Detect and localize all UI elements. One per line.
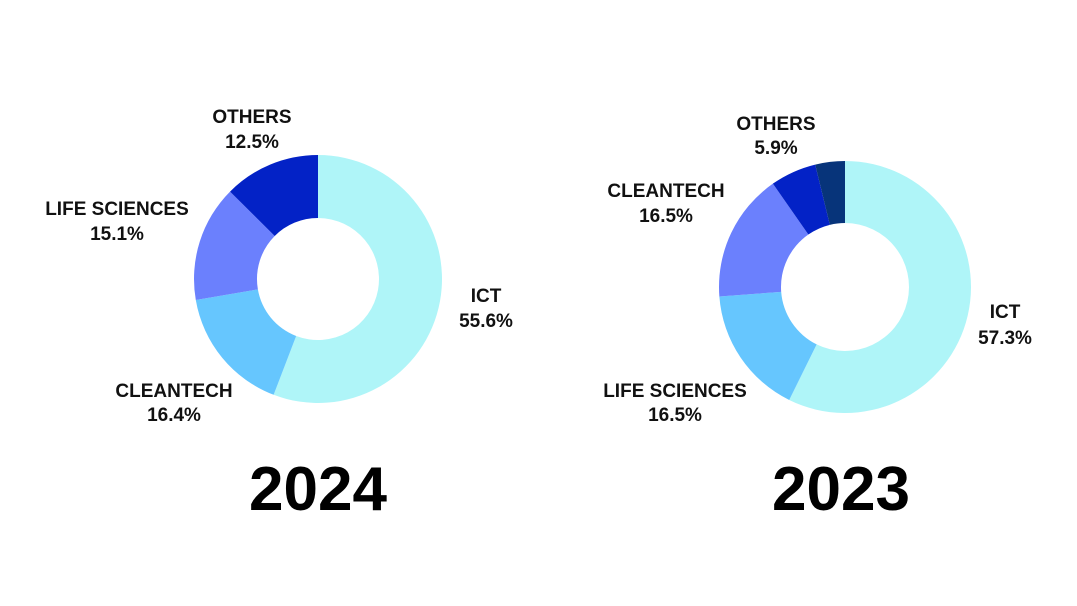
slice-label-cleantech-2023: CLEANTECH [607, 181, 724, 202]
slice-life-sciences-2023 [719, 291, 817, 400]
slice-label-ict-2024: ICT [471, 286, 502, 307]
slice-ict-2024 [273, 155, 443, 404]
chart-2023-labels: ICT 57.3% LIFE SCIENCES 16.5% CLEANTECH … [603, 114, 1032, 524]
slice-label-others-2023: OTHERS [736, 114, 815, 135]
slice-unlabeled-2023-4 [815, 161, 845, 225]
slice-others-2023 [772, 164, 830, 235]
slice-value-ict-2023: 57.3% [978, 328, 1032, 349]
chart-2024: ICT 55.6% CLEANTECH 16.4% LIFE SCIENCES … [45, 107, 513, 524]
chart-2023: ICT 57.3% LIFE SCIENCES 16.5% CLEANTECH … [603, 114, 1032, 524]
slice-life-sciences-2024 [193, 191, 275, 301]
slice-label-ict-2023: ICT [990, 302, 1021, 323]
slice-label-others-2024: OTHERS [212, 107, 291, 128]
chart-title-2023: 2023 [772, 455, 910, 524]
slice-value-cleantech-2024: 16.4% [147, 405, 201, 426]
slice-value-ict-2024: 55.6% [459, 311, 513, 332]
slice-value-others-2024: 12.5% [225, 132, 279, 153]
slice-others-2024 [230, 155, 318, 237]
slice-label-life-sciences-2024: LIFE SCIENCES [45, 199, 189, 220]
slice-label-life-sciences-2023: LIFE SCIENCES [603, 381, 747, 402]
chart-title-2024: 2024 [249, 455, 387, 524]
slice-value-others-2023: 5.9% [754, 138, 797, 159]
slice-label-cleantech-2024: CLEANTECH [115, 381, 232, 402]
slice-ict-2023 [789, 161, 971, 413]
slice-cleantech-2023 [719, 183, 809, 297]
chart-2024-labels: ICT 55.6% CLEANTECH 16.4% LIFE SCIENCES … [45, 107, 513, 524]
slice-value-life-sciences-2024: 15.1% [90, 224, 144, 245]
slice-value-life-sciences-2023: 16.5% [648, 405, 702, 426]
slice-cleantech-2024 [195, 289, 297, 395]
slice-value-cleantech-2023: 16.5% [639, 206, 693, 227]
chart-2023-slices [719, 161, 971, 413]
chart-2024-slices [193, 155, 443, 404]
